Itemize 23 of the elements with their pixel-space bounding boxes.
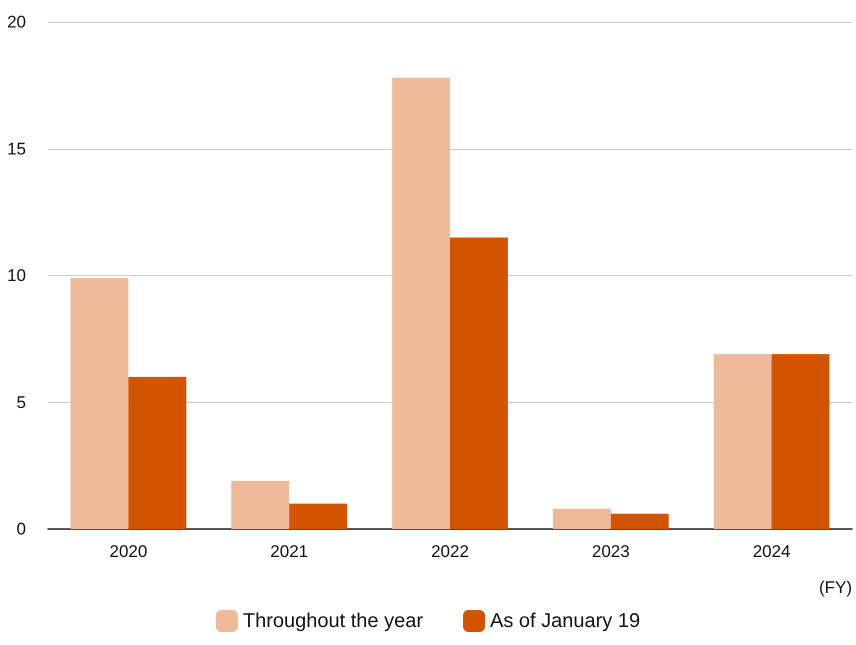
bar xyxy=(552,508,611,529)
bar xyxy=(772,354,830,529)
x-tick-label: 2020 xyxy=(109,542,148,561)
y-tick-label: 15 xyxy=(7,139,26,158)
bar xyxy=(128,376,186,529)
x-tick-label: 2021 xyxy=(270,542,308,561)
bar xyxy=(231,480,290,529)
x-tick-label: 2023 xyxy=(592,542,630,561)
x-tick-label: 2024 xyxy=(752,542,791,561)
bar xyxy=(610,514,669,529)
bar xyxy=(714,354,772,529)
bar xyxy=(70,278,128,529)
y-tick-label: 10 xyxy=(7,266,26,285)
bar xyxy=(450,237,508,529)
x-axis-title: (FY) xyxy=(818,578,852,597)
legend-label: Throughout the year xyxy=(242,610,424,632)
x-tick-label: 2022 xyxy=(431,542,469,561)
y-tick-label: 5 xyxy=(16,392,26,412)
legend-label: As of January 19 xyxy=(490,610,640,632)
bar xyxy=(289,504,348,529)
y-tick-label: 0 xyxy=(16,520,26,538)
y-tick-label: 20 xyxy=(7,12,26,32)
bar xyxy=(392,78,450,529)
